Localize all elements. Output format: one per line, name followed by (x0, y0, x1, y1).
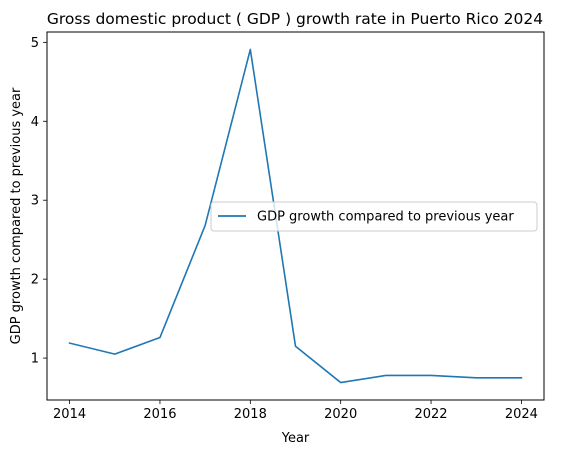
y-tick-label-4: 4 (31, 115, 39, 130)
x-tick-label-2018: 2018 (234, 407, 267, 422)
legend-box (210, 201, 538, 232)
x-axis-title: Year (281, 431, 310, 446)
y-tick-label-5: 5 (31, 36, 39, 51)
x-tick-label-2024: 2024 (505, 407, 538, 422)
legend: GDP growth compared to previous year (210, 201, 538, 232)
x-tick-label-2022: 2022 (414, 407, 447, 422)
y-axis: 1 2 3 4 5 (31, 36, 47, 367)
x-tick-label-2014: 2014 (53, 407, 86, 422)
legend-label: GDP growth compared to previous year (257, 210, 514, 225)
x-tick-label-2020: 2020 (324, 407, 357, 422)
y-tick-label-3: 3 (31, 194, 39, 209)
y-tick-label-2: 2 (31, 273, 39, 288)
axes-frame (46, 31, 545, 401)
chart-title: Gross domestic product ( GDP ) growth ra… (47, 10, 543, 28)
x-axis: 2014 2016 2018 2020 2022 2024 (53, 400, 538, 422)
x-tick-label-2016: 2016 (143, 407, 176, 422)
y-axis-title: GDP growth compared to previous year (9, 87, 24, 344)
plot-area (68, 48, 523, 384)
y-tick-label-1: 1 (31, 352, 39, 367)
